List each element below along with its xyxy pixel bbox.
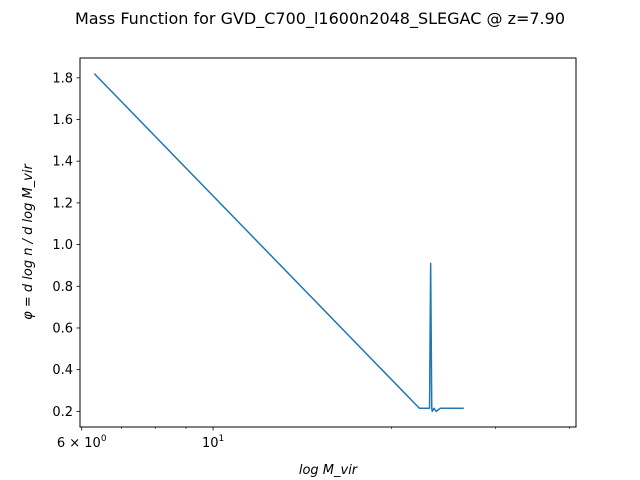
y-tick-label: 0.6 bbox=[52, 321, 73, 336]
series-line-0 bbox=[93, 73, 464, 413]
y-tick-label: 0.2 bbox=[52, 405, 73, 420]
plot-area bbox=[93, 73, 464, 413]
y-tick-label: 0.8 bbox=[52, 280, 73, 295]
y-axis: 0.2 0.4 0.6 0.8 1.0 1.2 1.4 1.6 1.8 bbox=[52, 71, 80, 420]
plot-frame bbox=[79, 57, 577, 428]
y-tick-label: 1.6 bbox=[52, 113, 73, 128]
x-axis: 6 × 100 101 bbox=[57, 427, 570, 451]
y-tick-label: 1.2 bbox=[52, 196, 73, 211]
x-tick-label: 101 bbox=[202, 434, 224, 451]
x-tick-label: 6 × 100 bbox=[57, 434, 107, 451]
chart-title: Mass Function for GVD_C700_l1600n2048_SL… bbox=[75, 9, 565, 29]
y-tick-label: 1.8 bbox=[52, 71, 73, 86]
y-axis-label: φ = d log n / d log M_vir bbox=[21, 163, 36, 320]
y-tick-label: 0.4 bbox=[52, 363, 73, 378]
y-tick-label: 1.0 bbox=[52, 238, 73, 253]
y-tick-label: 1.4 bbox=[52, 155, 73, 170]
x-axis-label: log M_vir bbox=[299, 463, 359, 478]
svg-text:φ = d log n / d log M_vir: φ = d log n / d log M_vir bbox=[21, 163, 36, 320]
